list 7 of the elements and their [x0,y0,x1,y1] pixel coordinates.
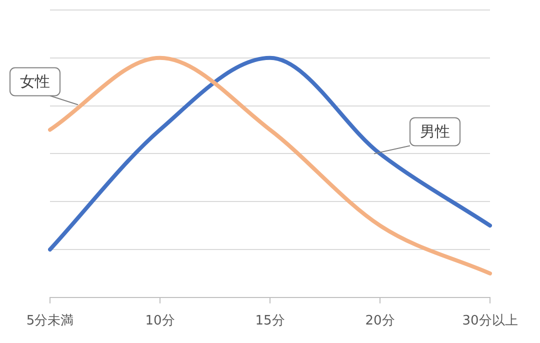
text: 女性 [20,72,50,91]
x-tick-label: 5分未満 [26,314,74,329]
x-tick-label: 10分 [145,314,175,329]
text: 男性 [420,122,450,141]
x-tick-label: 15分 [255,314,285,329]
x-tick-label: 20分 [365,314,395,329]
x-tick-label: 30分以上 [462,314,518,329]
